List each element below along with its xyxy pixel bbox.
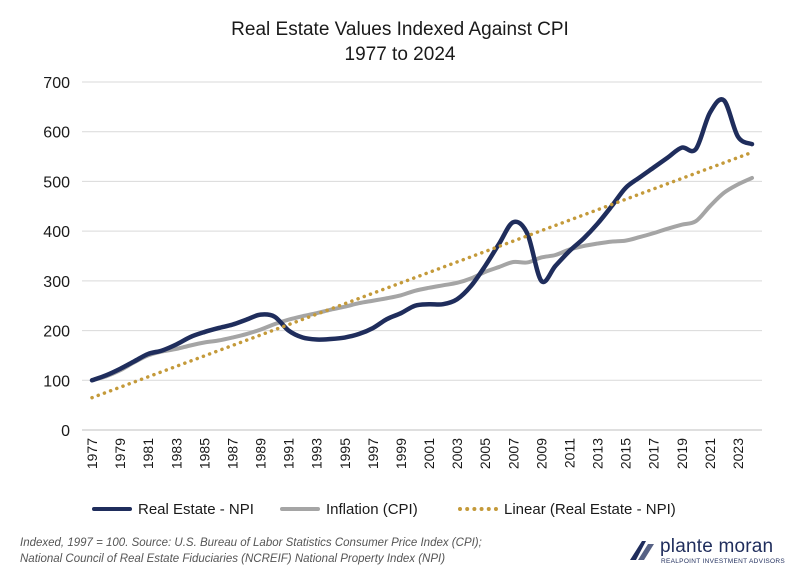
y-tick-label-200: 200 — [43, 324, 70, 341]
x-tick-label-1977: 1977 — [84, 438, 100, 469]
x-tick-label-2001: 2001 — [421, 438, 437, 469]
x-tick-label-2019: 2019 — [674, 438, 690, 469]
y-tick-label-500: 500 — [43, 174, 70, 191]
y-tick-label-400: 400 — [43, 224, 70, 241]
x-tick-label-2005: 2005 — [477, 438, 493, 469]
series-line-linear-trend — [90, 150, 754, 400]
x-tick-label-1979: 1979 — [112, 438, 128, 469]
x-tick-label-1999: 1999 — [393, 438, 409, 469]
line-chart: 0 100 200 300 400 500 600 700 1977 1979 1981 1983 19… — [43, 75, 762, 469]
x-tick-label-1983: 1983 — [168, 438, 184, 469]
legend-item-inflation: Inflation (CPI) — [280, 497, 418, 521]
y-tick-label-300: 300 — [43, 274, 70, 291]
plante-moran-logo: plante moran REALPOINT INVESTMENT ADVISO… — [628, 536, 788, 570]
plante-moran-logo-icon — [630, 541, 654, 560]
y-tick-label-0: 0 — [61, 423, 70, 440]
x-tick-label-2009: 2009 — [533, 438, 549, 469]
x-tick-label-2007: 2007 — [505, 438, 521, 469]
y-tick-label-700: 700 — [43, 75, 70, 92]
x-tick-label-1991: 1991 — [281, 438, 297, 469]
x-tick-label-1981: 1981 — [140, 438, 156, 469]
legend-item-real-estate: Real Estate - NPI — [92, 497, 254, 521]
legend-label-real-estate: Real Estate - NPI — [138, 500, 254, 518]
chart-title: Real Estate Values Indexed Against CPI — [231, 19, 569, 40]
legend-swatch-real-estate — [92, 507, 132, 511]
x-tick-label-2013: 2013 — [590, 438, 606, 469]
x-tick-label-1993: 1993 — [309, 438, 325, 469]
y-tick-label-600: 600 — [43, 125, 70, 142]
chart-legend: Real Estate - NPI Inflation (CPI) Linear… — [0, 497, 800, 521]
x-tick-label-2015: 2015 — [618, 438, 634, 469]
series-line-real-estate-npi — [89, 97, 755, 383]
y-tick-label-100: 100 — [43, 373, 70, 390]
legend-item-linear: Linear (Real Estate - NPI) — [458, 497, 676, 521]
x-tick-label-1995: 1995 — [337, 438, 353, 469]
x-tick-label-2021: 2021 — [702, 438, 718, 469]
logo-name: plante moran — [660, 536, 774, 557]
legend-label-inflation: Inflation (CPI) — [326, 500, 418, 518]
x-tick-label-1987: 1987 — [224, 438, 240, 469]
x-tick-label-2011: 2011 — [561, 438, 577, 468]
logo-subtitle: REALPOINT INVESTMENT ADVISORS — [661, 558, 786, 565]
footnote-source-line-1: Indexed, 1997 = 100. Source: U.S. Bureau… — [20, 537, 482, 549]
series-line-inflation-cpi — [90, 175, 754, 383]
legend-label-linear: Linear (Real Estate - NPI) — [504, 500, 676, 518]
x-tick-label-1997: 1997 — [365, 438, 381, 469]
x-tick-label-2017: 2017 — [646, 438, 662, 469]
legend-swatch-linear — [458, 507, 498, 511]
footnote-source-line-2: National Council of Real Estate Fiduciar… — [20, 553, 446, 565]
x-tick-label-1985: 1985 — [196, 438, 212, 469]
x-tick-label-1989: 1989 — [253, 438, 269, 469]
x-tick-label-2023: 2023 — [730, 438, 746, 469]
x-tick-label-2003: 2003 — [449, 438, 465, 469]
chart-subtitle: 1977 to 2024 — [344, 44, 456, 65]
legend-swatch-inflation — [280, 507, 320, 511]
